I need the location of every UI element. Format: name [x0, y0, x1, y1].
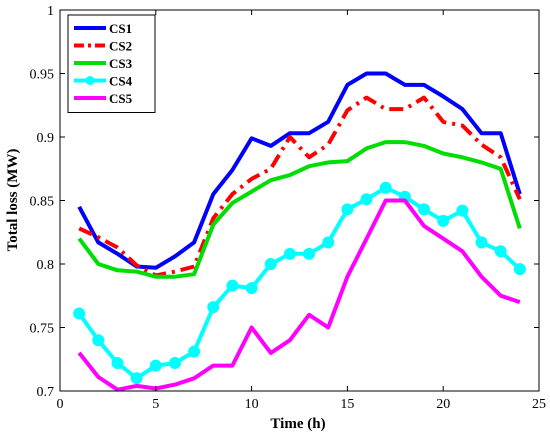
legend-label-5: CS5 [109, 91, 133, 106]
x-axis-label: Time (h) [270, 416, 325, 432]
y-tick-label: 0.7 [37, 385, 55, 400]
series-line-1 [77, 71, 522, 270]
legend-label-2: CS2 [109, 39, 132, 54]
series-line-3 [77, 140, 522, 279]
series-4-marker [92, 334, 105, 347]
legend-label-3: CS3 [109, 56, 133, 71]
series-4-marker [207, 301, 220, 314]
series-4-marker [437, 214, 450, 227]
series-4-marker [130, 372, 143, 385]
series-4-marker [322, 236, 335, 249]
x-tick-label: 5 [152, 397, 159, 412]
series-4-marker [226, 279, 239, 292]
series-4-marker [456, 204, 469, 217]
plot-area [73, 71, 526, 392]
series-4-marker [283, 247, 296, 260]
x-tick-label: 20 [436, 397, 450, 412]
y-tick-label: 1 [47, 4, 54, 19]
series-4-marker [303, 247, 316, 260]
series-4-marker [494, 245, 507, 258]
series-4-marker [149, 359, 162, 372]
series-line-2 [78, 95, 522, 278]
y-tick-label: 0.8 [37, 258, 55, 273]
series-4-marker [341, 203, 354, 216]
series-line-5 [77, 198, 521, 392]
y-tick-label: 0.75 [30, 322, 55, 337]
series-4-marker [245, 282, 258, 295]
series-4-marker [188, 345, 201, 358]
series-4-marker [360, 193, 373, 206]
legend-label-1: CS1 [109, 21, 132, 36]
series-4-marker [475, 236, 488, 249]
legend: CS1 CS2 CS3 CS4 CS5 [67, 14, 156, 113]
y-tick-label: 0.9 [37, 131, 55, 146]
series-4-marker [264, 258, 277, 270]
y-tick-label: 0.95 [30, 68, 55, 83]
series-4-marker [418, 203, 431, 216]
series-4-marker [168, 357, 181, 370]
axes: 0 5 10 15 20 25 0.7 0.75 0.8 0.85 0.9 0.95 1 [30, 4, 547, 412]
x-tick-label: 10 [245, 397, 259, 412]
y-tick-label: 0.85 [30, 195, 55, 210]
legend-label-4: CS4 [109, 74, 133, 89]
series-4-marker [379, 181, 392, 194]
x-tick-label: 0 [57, 397, 64, 412]
y-axis-label: Total loss (MW) [5, 149, 21, 252]
x-tick-label: 15 [340, 397, 354, 412]
series-4-marker [73, 307, 86, 320]
x-tick-label: 25 [532, 397, 546, 412]
series-4-marker [513, 263, 526, 276]
legend-marker-4 [85, 76, 95, 85]
series-4-marker [111, 357, 124, 370]
